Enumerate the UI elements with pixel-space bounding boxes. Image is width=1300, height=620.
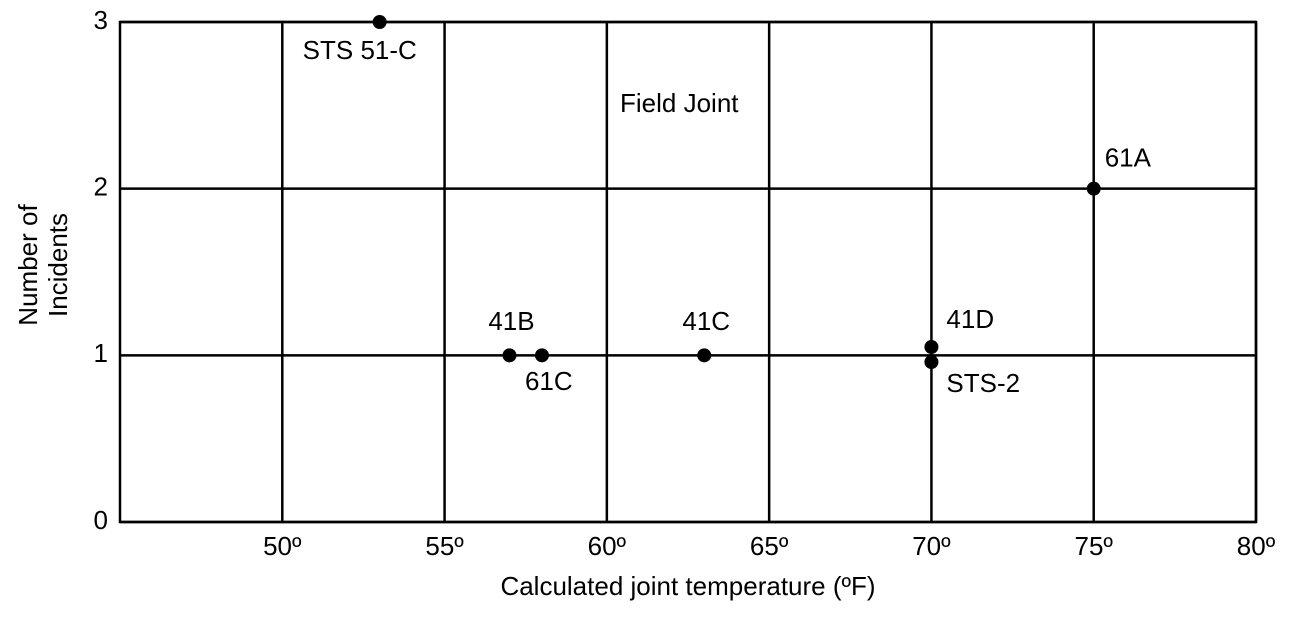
point-label: STS-2	[946, 368, 1020, 398]
point	[1086, 181, 1101, 196]
point-label: 41C	[682, 306, 730, 336]
point-label: 61C	[525, 366, 573, 396]
x-tick-label: 70º	[912, 531, 951, 561]
point-label: 41D	[946, 304, 994, 334]
x-tick-label: 50º	[263, 531, 302, 561]
x-tick-label: 75º	[1075, 531, 1114, 561]
y-axis-label: Incidents	[43, 213, 73, 317]
point	[372, 15, 387, 29]
point	[502, 348, 517, 363]
point-label: STS 51-C	[303, 35, 417, 65]
annotation: Field Joint	[620, 88, 739, 118]
point-label: 41B	[488, 306, 534, 336]
x-tick-label: 80º	[1237, 531, 1276, 561]
y-axis-label: Number of	[13, 204, 43, 326]
y-tick-label: 3	[94, 5, 108, 35]
y-tick-label: 0	[94, 505, 108, 535]
point	[924, 355, 939, 369]
x-tick-label: 60º	[588, 531, 627, 561]
point	[534, 348, 549, 363]
point-label: 61A	[1105, 143, 1152, 173]
y-tick-label: 2	[94, 172, 108, 202]
x-tick-label: 55º	[425, 531, 464, 561]
point	[697, 348, 712, 363]
point	[924, 340, 939, 354]
x-axis-label: Calculated joint temperature (ºF)	[500, 571, 875, 601]
x-tick-label: 65º	[750, 531, 789, 561]
y-tick-label: 1	[94, 338, 108, 368]
